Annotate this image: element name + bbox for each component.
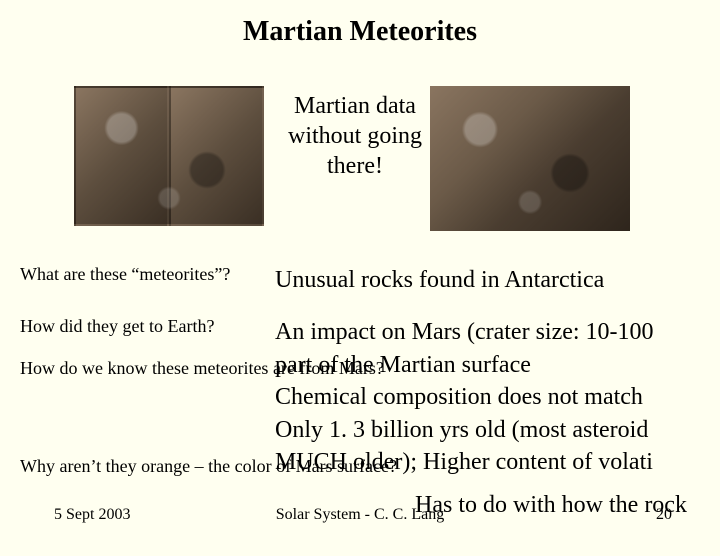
- footer-center: Solar System - C. C. Lang: [0, 506, 720, 524]
- footer-page-number: 20: [656, 506, 672, 524]
- question-text: How did they get to Earth?: [20, 316, 214, 337]
- slide-title: Martian Meteorites: [0, 16, 720, 48]
- rock-illustration: [74, 86, 264, 226]
- caption-line: Martian data: [280, 91, 430, 121]
- center-caption: Martian data without going there!: [280, 91, 430, 181]
- caption-line: without going: [280, 121, 430, 151]
- answer-3-line: MUCH older); Higher content of volati: [275, 446, 720, 478]
- answer-3-line: part of the Martian surface: [275, 349, 720, 381]
- meteorite-photo-right: [430, 86, 630, 231]
- meteorite-photo-left: [74, 86, 264, 226]
- caption-line: there!: [280, 151, 430, 181]
- rock-illustration: [430, 86, 630, 231]
- answers-column: Unusual rocks found in Antarctica An imp…: [275, 264, 720, 478]
- answer-3-line: Chemical composition does not match: [275, 381, 720, 413]
- answer-2: An impact on Mars (crater size: 10-100: [275, 316, 720, 348]
- question-text: What are these “meteorites”?: [20, 264, 230, 285]
- answer-3-line: Only 1. 3 billion yrs old (most asteroid: [275, 414, 720, 446]
- answer-1: Unusual rocks found in Antarctica: [275, 264, 720, 296]
